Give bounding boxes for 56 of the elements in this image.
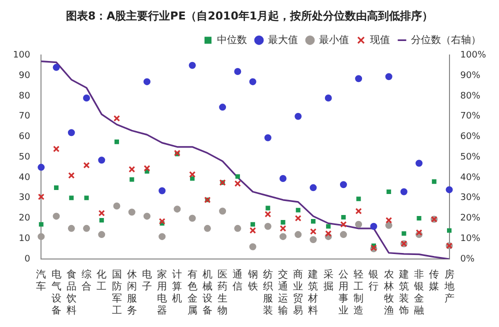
- x-tick-label: 国防军工: [112, 270, 122, 317]
- y2-tick-label: 80%: [460, 91, 481, 102]
- y2-tick-label: 40%: [460, 172, 481, 183]
- legend-label: 中位数: [217, 34, 247, 46]
- x-tick-label: 医药生物: [218, 270, 228, 317]
- x-tick-label: 建筑装饰: [398, 268, 409, 317]
- x-tick-label: 家用电器: [157, 268, 168, 317]
- y-tick-label: 90: [18, 70, 30, 81]
- y-tick-label: 80: [18, 91, 30, 102]
- x-tick-label: 商业贸易: [293, 268, 304, 317]
- y-tick-label: 0: [24, 254, 30, 264]
- y-tick-label: 70: [18, 112, 30, 122]
- y-tick-label: 20: [18, 214, 30, 224]
- x-tick-label: 休闲服务: [126, 270, 137, 317]
- y2-tick-label: 60%: [460, 132, 481, 142]
- legend-label: 分位数（右轴）: [411, 34, 481, 46]
- y-tick-label: 10: [18, 234, 30, 244]
- x-tick-label: 采掘: [323, 268, 334, 293]
- x-tick-label: 食品饮料: [65, 268, 76, 317]
- x-tick-label: 房地产: [443, 268, 454, 305]
- x-tick-label: 化工: [96, 268, 107, 293]
- y2-tick-label: 50%: [460, 152, 481, 162]
- x-tick-label: 机械设备: [202, 268, 212, 317]
- y2-tick-label: 90%: [460, 70, 481, 81]
- x-tick-label: 轻工制造: [354, 268, 364, 317]
- x-tick-label: 建筑材料: [307, 268, 318, 317]
- y2-tick-label: 20%: [460, 214, 481, 224]
- legend-label: 现值: [370, 34, 390, 46]
- x-tick-label: 有色金属: [187, 268, 198, 317]
- x-tick-label: 银行: [368, 270, 379, 293]
- x-tick-label: 汽车: [36, 268, 46, 293]
- legend-label: 最小值: [319, 34, 349, 46]
- x-tick-label: 电子: [142, 268, 152, 293]
- y2-tick-label: 100%: [460, 50, 486, 61]
- y2-tick-label: 0%: [460, 254, 475, 264]
- y2-tick-label: 30%: [460, 193, 481, 204]
- x-tick-label: 综合: [82, 268, 92, 293]
- x-tick-label: 公用事业: [338, 268, 348, 317]
- y2-tick-label: 10%: [460, 234, 481, 244]
- x-tick-label: 钢铁: [246, 270, 258, 293]
- legend-label: 最大值: [268, 34, 298, 46]
- x-tick-label: 农林牧渔: [382, 270, 394, 317]
- y2-tick-label: 70%: [460, 112, 481, 122]
- x-tick-label: 交通运输: [278, 268, 288, 317]
- x-tick-label: 计算机: [172, 268, 182, 305]
- y-tick-label: 30: [18, 193, 30, 204]
- x-tick-label: 非银金融: [413, 268, 424, 317]
- x-tick-label: 电气设备: [51, 268, 62, 317]
- y-tick-label: 40: [18, 172, 30, 183]
- x-tick-label: 通信: [232, 268, 243, 293]
- x-tick-label: 传媒: [429, 270, 440, 293]
- chart-title: 图表8：A股主要行业PE（自2010年1月起，按所处分位数由高到低排序）: [66, 9, 434, 22]
- x-tick-label: 纺织服装: [262, 268, 273, 317]
- y-tick-label: 50: [18, 152, 30, 162]
- y-tick-label: 60: [18, 132, 30, 142]
- y-tick-label: 100: [12, 50, 30, 61]
